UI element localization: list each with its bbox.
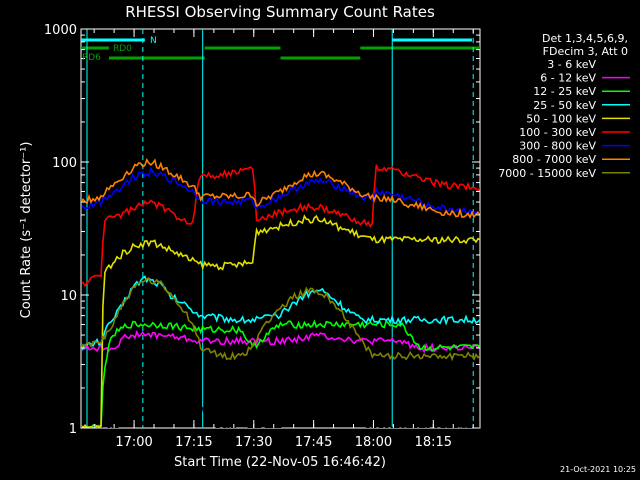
state-change-markers	[86, 29, 474, 428]
plot-frame	[80, 28, 481, 429]
legend-label: 25 - 50 keV	[533, 99, 596, 112]
legend: Det 1,3,4,5,6,9,FDecim 3, Att 03 - 6 keV…	[498, 32, 630, 180]
x-tick-label: 17:00	[115, 435, 152, 450]
x-tick-label: 17:30	[235, 435, 272, 450]
attenuator-state-bars	[81, 38, 480, 60]
y-tick-label: 10	[60, 289, 77, 304]
y-tick-label: 100	[52, 156, 77, 171]
series-line-0	[82, 361, 480, 428]
x-tick-label: 18:00	[355, 435, 392, 450]
y-tick-label: 1000	[44, 23, 77, 38]
series-line-6	[82, 166, 480, 216]
y-axis-label: Count Rate (s⁻¹ detector⁻¹)	[19, 142, 34, 319]
legend-label: 100 - 300 keV	[519, 126, 596, 139]
legend-header: FDecim 3, Att 0	[543, 45, 628, 58]
series-line-5	[82, 164, 480, 288]
legend-label: 3 - 6 keV	[547, 58, 596, 71]
y-tick-label: 1	[69, 422, 77, 437]
legend-label: 800 - 7000 keV	[512, 153, 596, 166]
series-line-2	[82, 319, 480, 428]
legend-label: 50 - 100 keV	[526, 112, 596, 125]
segment-label-rd0: RD0	[113, 44, 132, 54]
segment-label-n: N	[150, 36, 157, 46]
x-tick-label: 18:15	[415, 435, 452, 450]
series-line-7	[82, 157, 480, 220]
x-axis: 17:00 17:15 17:30 17:45 18:00 18:15	[93, 29, 474, 450]
series-line-3	[82, 275, 480, 352]
legend-header: Det 1,3,4,5,6,9,	[542, 32, 628, 45]
legend-label: 300 - 800 keV	[519, 140, 596, 153]
y-axis: 1 10 100 1000	[44, 23, 480, 437]
timestamp: 21-Oct-2021 10:25	[560, 465, 636, 474]
series-line-1	[82, 329, 480, 354]
x-tick-label: 17:45	[295, 435, 332, 450]
series-line-4	[82, 214, 480, 428]
chart-title: RHESSI Observing Summary Count Rates	[125, 3, 435, 21]
x-axis-label: Start Time (22-Nov-05 16:46:42)	[174, 455, 386, 470]
segment-label-rd6: RD6	[82, 53, 101, 63]
legend-label: 12 - 25 keV	[533, 85, 596, 98]
x-tick-label: 17:15	[175, 435, 212, 450]
legend-label: 6 - 12 keV	[540, 72, 596, 85]
series-lines	[82, 157, 480, 428]
legend-label: 7000 - 15000 keV	[498, 167, 596, 180]
series-line-8	[82, 277, 480, 362]
